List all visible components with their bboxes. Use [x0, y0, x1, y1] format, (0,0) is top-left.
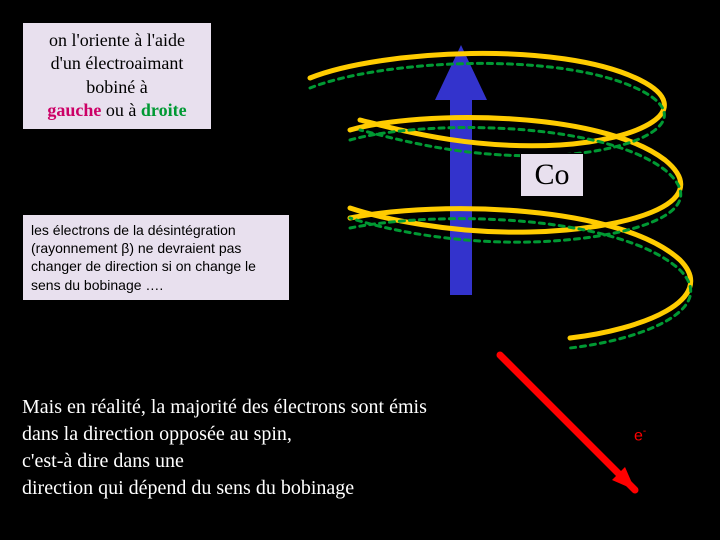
bottom-text: Mais en réalité, la majorité des électro… — [22, 394, 427, 502]
coil-green-dashed — [310, 63, 691, 348]
gauche-word: gauche — [47, 100, 101, 120]
co-label: Co — [520, 153, 584, 197]
electron-arrow — [500, 355, 635, 490]
orientation-box: on l'oriente à l'aide d'un électroaimant… — [22, 22, 212, 130]
box1-line2: d'un électroaimant — [31, 52, 203, 75]
bottom-l4: direction qui dépend du sens du bobinage — [22, 475, 427, 502]
box2-text: les électrons de la désintégration (rayo… — [31, 222, 256, 293]
electrons-box: les électrons de la désintégration (rayo… — [22, 214, 290, 301]
bottom-l2: dans la direction opposée au spin, — [22, 421, 427, 448]
electron-label: e- — [634, 426, 646, 445]
bottom-l1: Mais en réalité, la majorité des électro… — [22, 394, 427, 421]
coil-yellow — [310, 53, 691, 338]
spin-arrow — [435, 45, 487, 295]
box1-line3: bobiné à — [31, 76, 203, 99]
ou-a: ou à — [106, 100, 137, 120]
droite-word: droite — [141, 100, 187, 120]
box1-line4: gauche ou à droite — [31, 99, 203, 122]
bottom-l3: c'est-à dire dans une — [22, 448, 427, 475]
box1-line1: on l'oriente à l'aide — [31, 29, 203, 52]
